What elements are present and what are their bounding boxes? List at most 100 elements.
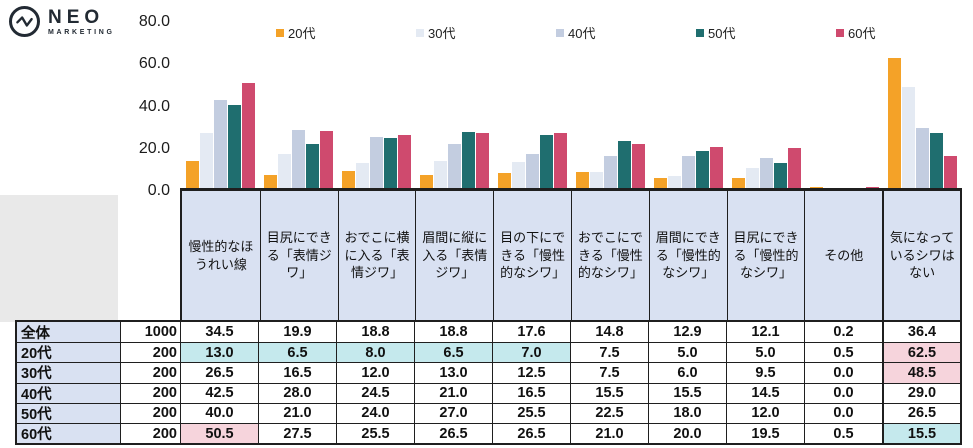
bar [475,133,489,188]
bar [213,99,227,188]
row-label-cell: 60代 [17,422,120,444]
bar [809,186,823,188]
bar [553,133,567,188]
value-cell: 7.5 [570,362,648,383]
legend-swatch [276,28,284,37]
bar [773,163,787,188]
value-cell: 12.0 [726,402,804,423]
bar [461,131,475,188]
value-cell: 40.0 [180,402,258,423]
bar [369,137,383,188]
column-header-cell: 目尻にできる「慢性的なシワ」 [726,191,805,320]
value-cell: 16.5 [258,362,336,383]
row-n-cell: 200 [120,402,180,423]
value-cell: 5.0 [726,342,804,363]
legend-label: 50代 [708,26,736,41]
row-n-cell: 200 [120,362,180,383]
row-label-cell: 20代 [17,342,120,363]
value-cell: 6.5 [258,342,336,363]
bar [341,171,355,188]
bar [447,144,461,188]
legend-label: 30代 [428,26,456,41]
bar [617,141,631,188]
value-cell: 13.0 [180,342,258,363]
bar [539,135,553,188]
bar [603,155,617,188]
value-cell: 0.0 [804,362,882,383]
legend-item: 50代 [696,23,735,42]
bar [589,172,603,188]
bar [397,135,411,188]
y-axis-tick-label: 80.0 [138,13,170,30]
row-label-cell: 30代 [17,362,120,383]
bar [695,150,709,188]
legend-item: 40代 [556,23,595,42]
brand-subtitle: MARKETING [48,28,115,36]
bar [681,155,695,188]
legend-swatch [696,28,704,37]
column-header-cell: おでこにできる「慢性的なシワ」 [571,191,649,320]
bar [241,83,255,188]
value-cell: 8.0 [336,342,414,363]
y-axis-tick-label: 60.0 [138,55,170,73]
pulse-circle-icon [9,6,40,37]
y-axis: 80.0 60.0 40.0 20.0 0.0 [118,0,170,210]
value-cell: 26.5 [180,362,258,383]
value-cell: 15.5 [882,422,960,444]
column-header-cell: その他 [804,191,882,320]
value-cell: 0.5 [804,422,882,444]
bar [227,105,241,188]
legend-item: 20代 [276,23,315,42]
value-cell: 13.0 [414,362,492,383]
legend-swatch [416,28,424,37]
row-n-cell: 200 [120,342,180,363]
legend-item: 60代 [836,23,875,42]
bar [383,138,397,188]
value-cell: 9.5 [726,362,804,383]
legend-label: 40代 [568,26,596,41]
value-cell: 27.0 [414,402,492,423]
bar [575,172,589,188]
value-cell: 18.8 [336,322,414,343]
bar [277,153,291,188]
value-cell: 26.5 [882,402,960,423]
bar [887,58,901,188]
corner-panel [0,195,118,322]
value-cell: 12.5 [492,362,570,383]
bar [731,177,745,188]
value-cell: 48.5 [882,362,960,383]
value-cell: 21.0 [258,402,336,423]
value-cell: 36.4 [882,322,960,343]
bar-group [727,22,805,188]
bar [525,153,539,188]
value-cell: 26.5 [414,422,492,444]
column-header-cell: 眉間にできる「慢性的なシワ」 [648,191,727,320]
value-cell: 50.5 [180,422,258,444]
table-header-row: 慢性的なほうれい線 目尻にできる「表情ジワ」 おでこに横に入る「表情ジワ」 眉間に縦に… [180,188,962,320]
value-cell: 20.0 [648,422,726,444]
bar-group [649,22,727,188]
value-cell: 18.0 [648,402,726,423]
value-cell: 21.0 [414,382,492,403]
bar [355,163,369,188]
logo-text: NEO MARKETING [48,8,115,36]
y-axis-tick-label: 0.0 [147,182,170,199]
column-header-cell: 目の下にできる「慢性的なシワ」 [493,191,571,320]
row-n-cell: 200 [120,382,180,403]
row-label-cell: 50代 [17,402,120,423]
bar-group [259,22,337,188]
value-cell: 24.0 [336,402,414,423]
value-cell: 0.5 [804,342,882,363]
bar-group [493,22,571,188]
y-axis-tick-label: 20.0 [138,139,170,157]
value-cell: 16.5 [492,382,570,403]
bar [291,129,305,188]
bar-group [181,22,259,188]
bar [901,87,915,188]
brand-name: NEO [48,6,105,28]
column-header-cell: 眉間に縦に入る「表情ジワ」 [415,191,493,320]
legend-item: 30代 [416,23,455,42]
row-n-cell: 1000 [120,322,180,343]
bar [787,147,801,188]
